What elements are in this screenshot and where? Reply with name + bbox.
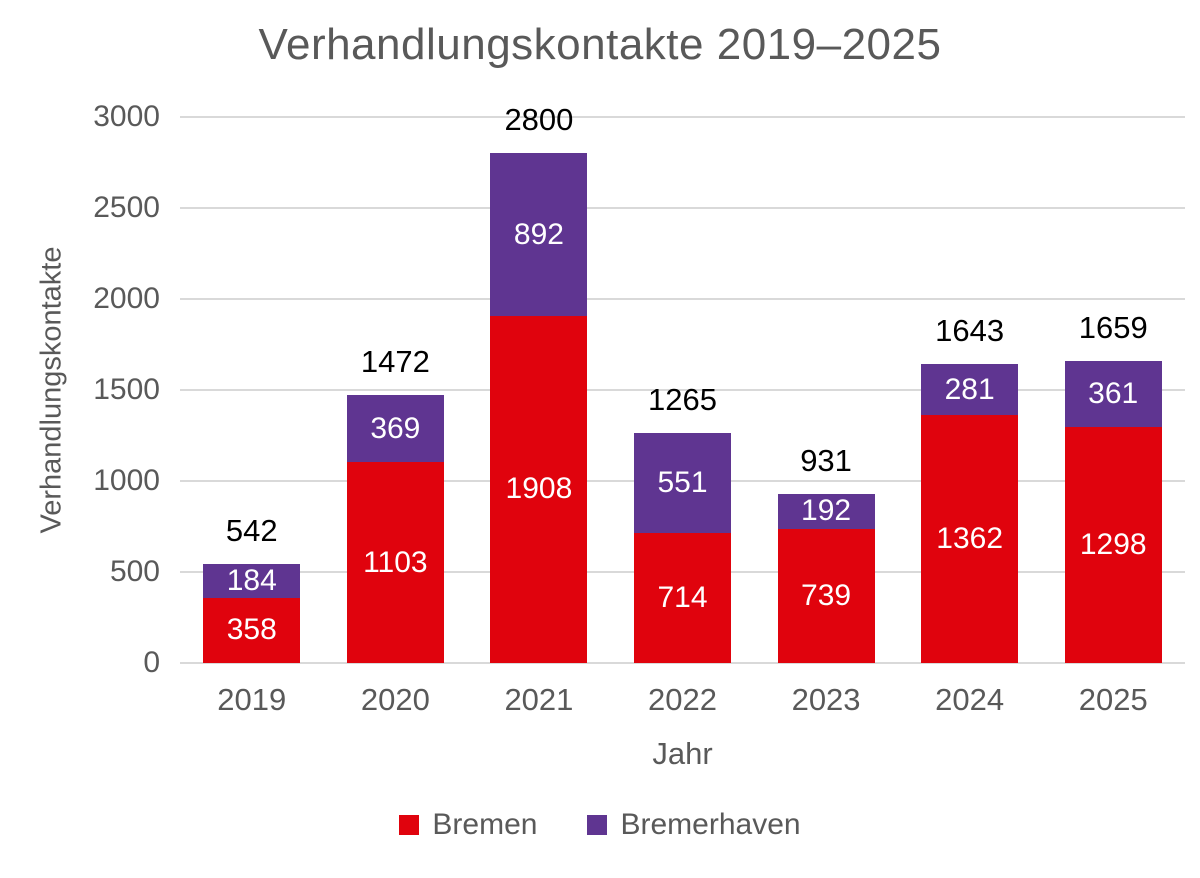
data-label-bremen-2025: 1298 bbox=[1079, 527, 1147, 561]
total-label-2023: 931 bbox=[800, 442, 852, 478]
total-label-2020: 1472 bbox=[360, 344, 430, 380]
bar-segment-bremen-2024: 1362 bbox=[921, 415, 1019, 663]
data-label-bremerhaven-2022: 551 bbox=[657, 465, 708, 499]
data-label-bremerhaven-2020: 369 bbox=[370, 411, 421, 445]
legend: Bremen Bremerhaven bbox=[0, 808, 1200, 842]
data-label-bremen-2023: 739 bbox=[801, 578, 852, 612]
bar-segment-bremen-2019: 358 bbox=[203, 597, 301, 663]
x-tick-label-2021: 2021 bbox=[504, 682, 574, 717]
legend-label-bremen: Bremen bbox=[432, 808, 538, 841]
chart-title: Verhandlungskontakte 2019–2025 bbox=[258, 20, 942, 69]
x-axis-title: Jahr bbox=[652, 736, 713, 771]
bar-segment-bremerhaven-2022: 551 bbox=[634, 432, 731, 534]
x-axis-ticks: 2019 2020 2021 2022 2023 2024 2025 bbox=[180, 684, 1185, 724]
x-tick-label-2024: 2024 bbox=[935, 682, 1005, 717]
bar-segment-bremen-2021: 1908 bbox=[490, 315, 588, 663]
plot-area: 358 184 542 1103 369 1472 1908 892 2800 714 551 126… bbox=[180, 104, 1185, 664]
total-label-2021: 2800 bbox=[504, 102, 574, 138]
data-label-bremerhaven-2019: 184 bbox=[226, 564, 277, 598]
legend-swatch-bremerhaven bbox=[587, 815, 608, 835]
total-label-2019: 542 bbox=[225, 513, 278, 549]
data-label-bremerhaven-2024: 281 bbox=[944, 372, 995, 406]
bar-segment-bremen-2022: 714 bbox=[634, 533, 731, 663]
legend-swatch-bremen bbox=[399, 815, 420, 835]
bar-segment-bremerhaven-2020: 369 bbox=[346, 395, 444, 463]
bar-segment-bremerhaven-2024: 281 bbox=[921, 363, 1019, 416]
total-label-2024: 1643 bbox=[935, 312, 1005, 348]
gridline-0 bbox=[180, 662, 1185, 664]
bar-segment-bremen-2023: 739 bbox=[777, 528, 875, 663]
bar-segment-bremerhaven-2023: 192 bbox=[777, 493, 875, 529]
y-axis-ticks: 0 500 1000 1500 2000 2500 3000 bbox=[0, 100, 160, 679]
data-label-bremen-2019: 358 bbox=[226, 613, 277, 647]
x-tick-label-2022: 2022 bbox=[648, 682, 717, 717]
y-tick-label-3000: 3000 bbox=[93, 100, 160, 133]
y-tick-label-1500: 1500 bbox=[93, 373, 160, 406]
bar-segment-bremerhaven-2021: 892 bbox=[490, 153, 588, 316]
gridline-2000 bbox=[180, 298, 1185, 300]
legend-item-bremerhaven: Bremerhaven bbox=[587, 808, 801, 842]
data-label-bremen-2024: 1362 bbox=[936, 522, 1004, 556]
data-label-bremen-2021: 1908 bbox=[505, 472, 573, 506]
y-tick-label-1000: 1000 bbox=[93, 464, 160, 497]
data-label-bremen-2022: 714 bbox=[657, 581, 708, 615]
y-tick-label-500: 500 bbox=[109, 555, 160, 588]
bar-segment-bremerhaven-2019: 184 bbox=[203, 564, 301, 598]
bar-segment-bremen-2020: 1103 bbox=[346, 462, 444, 663]
bar-segment-bremerhaven-2025: 361 bbox=[1064, 361, 1162, 427]
y-tick-label-2500: 2500 bbox=[93, 191, 160, 224]
y-tick-label-2000: 2000 bbox=[93, 282, 160, 315]
x-tick-label-2020: 2020 bbox=[360, 682, 430, 717]
total-label-2022: 1265 bbox=[648, 381, 717, 417]
legend-label-bremerhaven: Bremerhaven bbox=[620, 808, 801, 841]
bar-segment-bremen-2025: 1298 bbox=[1064, 426, 1162, 663]
y-tick-label-0: 0 bbox=[143, 646, 160, 679]
gridline-3000 bbox=[180, 116, 1185, 118]
gridline-2500 bbox=[180, 207, 1185, 209]
total-label-2025: 1659 bbox=[1078, 310, 1148, 346]
data-label-bremerhaven-2025: 361 bbox=[1088, 376, 1139, 410]
gridline-1500 bbox=[180, 389, 1185, 391]
x-tick-label-2019: 2019 bbox=[217, 682, 287, 717]
legend-item-bremen: Bremen bbox=[399, 808, 537, 842]
data-label-bremerhaven-2021: 892 bbox=[513, 217, 564, 251]
x-tick-label-2023: 2023 bbox=[791, 682, 861, 717]
data-label-bremen-2020: 1103 bbox=[363, 545, 428, 579]
data-label-bremerhaven-2023: 192 bbox=[801, 494, 852, 528]
x-tick-label-2025: 2025 bbox=[1078, 682, 1148, 717]
